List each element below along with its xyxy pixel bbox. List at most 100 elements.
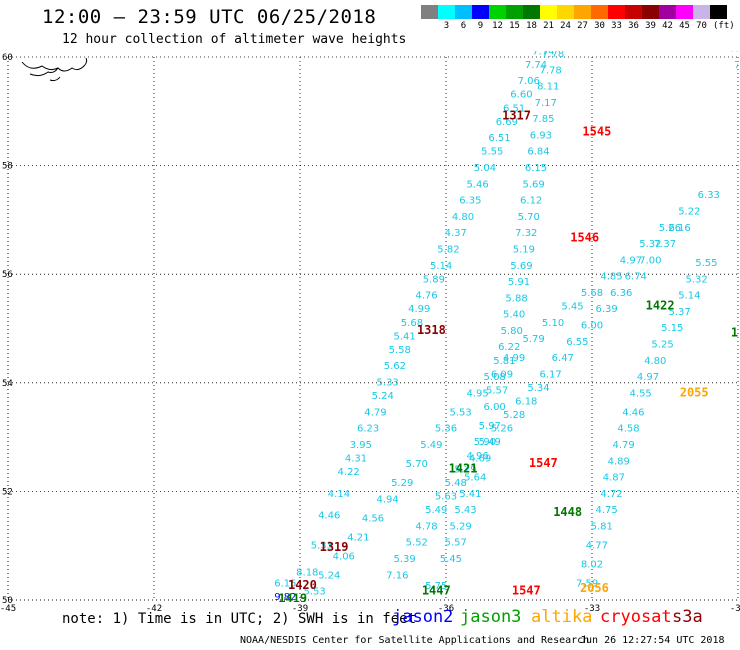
wave-height-label: 6.35 bbox=[459, 196, 481, 207]
color-swatch bbox=[608, 5, 625, 19]
lon-tick-label: -30 bbox=[730, 604, 740, 614]
wave-height-label: 5.15 bbox=[661, 323, 683, 334]
wave-height-label: 5.63 bbox=[435, 492, 457, 503]
wave-height-label: 5.32 bbox=[639, 239, 661, 250]
lon-tick-label: -42 bbox=[146, 604, 162, 614]
wave-height-label: 5.33 bbox=[311, 540, 333, 551]
wave-height-label: 5.24 bbox=[372, 391, 394, 402]
wave-height-label: 5.82 bbox=[437, 244, 459, 255]
wave-height-label: 4.31 bbox=[345, 454, 367, 465]
wave-height-label: 5.90 bbox=[474, 437, 496, 448]
wave-height-label: 7.16 bbox=[386, 570, 408, 581]
wave-height-label: 6.44 bbox=[715, 0, 737, 6]
wave-height-label: 4.58 bbox=[617, 424, 639, 435]
wave-height-label: 4.37 bbox=[445, 228, 467, 239]
color-swatch bbox=[472, 5, 489, 19]
wave-height-label: 8.11 bbox=[537, 82, 559, 93]
coastline bbox=[21, 57, 88, 82]
wave-height-label: 4.56 bbox=[362, 513, 384, 524]
wave-height-label: 8.18 bbox=[296, 568, 318, 579]
pass-time-label: 2055 bbox=[680, 385, 709, 399]
color-swatch-label: 6 bbox=[460, 21, 467, 31]
wave-height-label: 5.24 bbox=[318, 570, 340, 581]
wave-height-label: 8.87 bbox=[547, 16, 569, 27]
wave-height-label: 7.78 bbox=[542, 49, 564, 60]
wave-height-label: 4.14 bbox=[328, 489, 350, 500]
wave-height-label: 6.22 bbox=[498, 342, 520, 353]
wave-height-label: 5.41 bbox=[459, 489, 481, 500]
footer-timestamp: Jun 26 12:27:54 UTC 2018 bbox=[580, 635, 725, 646]
wave-height-label: 5.37 bbox=[668, 307, 690, 318]
wave-height-label: 5.14 bbox=[430, 261, 452, 272]
wave-height-label: 5.26 bbox=[491, 424, 513, 435]
wave-height-label: 6.17 bbox=[540, 369, 562, 380]
wave-height-label: 6.12 bbox=[520, 196, 542, 207]
wave-height-label: 6.60 bbox=[510, 90, 532, 101]
wave-height-label: 5.81 bbox=[493, 356, 515, 367]
color-swatch bbox=[659, 5, 676, 19]
color-swatch-label: 70 bbox=[696, 21, 707, 31]
color-swatch-label: 36 bbox=[628, 21, 639, 31]
wave-height-label: 5.49 bbox=[420, 440, 442, 451]
wave-height-label: 5.29 bbox=[449, 521, 471, 532]
wave-height-label: 4.96 bbox=[467, 451, 489, 462]
pass-time-label: 1546 bbox=[570, 231, 599, 245]
wave-height-label: 5.69 bbox=[522, 179, 544, 190]
wave-height-label: 6.93 bbox=[530, 130, 552, 141]
wave-height-label: 7.02 bbox=[734, 60, 740, 71]
wave-height-label: 8.74 bbox=[549, 0, 571, 11]
pass-time-label: 14-4 bbox=[731, 326, 740, 340]
wave-height-label: 4.79 bbox=[364, 407, 386, 418]
wave-height-label: 5.70 bbox=[406, 459, 428, 470]
wave-height-label: 5.57 bbox=[486, 386, 508, 397]
wave-height-label: 5.79 bbox=[522, 334, 544, 345]
wave-height-label: 4.75 bbox=[595, 505, 617, 516]
color-swatch-label: 3 bbox=[443, 21, 450, 31]
color-swatch bbox=[710, 5, 727, 19]
wave-height-label: 4.87 bbox=[603, 473, 625, 484]
pass-time-label: 1419 bbox=[278, 592, 307, 606]
color-scale-unit: (ft) bbox=[713, 21, 735, 31]
color-swatch bbox=[421, 5, 438, 19]
wave-height-label: 7.27 bbox=[540, 30, 562, 41]
wave-height-label: 5.25 bbox=[651, 340, 673, 351]
lat-tick-label: 56 bbox=[2, 270, 13, 280]
lat-tick-label: 50 bbox=[2, 596, 13, 606]
color-swatch bbox=[506, 5, 523, 19]
wave-height-label: 7.99 bbox=[554, 0, 576, 11]
wave-height-label: 6.23 bbox=[357, 424, 379, 435]
wave-height-label: 5.41 bbox=[394, 331, 416, 342]
wave-height-label: 5.29 bbox=[454, 464, 476, 475]
wave-height-label: 7.59 bbox=[576, 578, 598, 589]
wave-height-label: 4.46 bbox=[318, 511, 340, 522]
wave-height-label: 6.15 bbox=[724, 27, 740, 38]
wave-height-label: 7.37 bbox=[654, 239, 676, 250]
wave-height-label: 5.22 bbox=[678, 206, 700, 217]
wave-height-label: 6.15 bbox=[525, 163, 547, 174]
color-swatch-label: 18 bbox=[526, 21, 537, 31]
wave-height-label: 5.39 bbox=[394, 554, 416, 565]
pass-time-label: 1422 bbox=[646, 298, 675, 312]
wave-height-label: 5.14 bbox=[678, 291, 700, 302]
wave-height-label: 5.49 bbox=[425, 505, 447, 516]
wave-height-label: 5.69 bbox=[510, 261, 532, 272]
pass-time-label: 1547 bbox=[512, 584, 541, 598]
wave-height-label: 5.45 bbox=[561, 301, 583, 312]
wave-height-label: 6.55 bbox=[566, 337, 588, 348]
wave-height-label: 6.70 bbox=[720, 11, 740, 22]
wave-height-label: 6.51 bbox=[503, 103, 525, 114]
wave-height-label: 7.32 bbox=[515, 228, 537, 239]
wave-height-label: 5.43 bbox=[454, 505, 476, 516]
lat-tick-label: 60 bbox=[2, 53, 13, 63]
wave-height-label: 5.75 bbox=[425, 581, 447, 592]
wave-height-label: 6.51 bbox=[488, 133, 510, 144]
wave-height-label: 4.78 bbox=[415, 521, 437, 532]
color-swatch-label: 42 bbox=[662, 21, 673, 31]
wave-height-label: 4.06 bbox=[333, 551, 355, 562]
pass-time-label: 2056 bbox=[580, 581, 609, 595]
pass-time-label: 1545 bbox=[582, 125, 611, 139]
color-swatch bbox=[489, 5, 506, 19]
color-swatch-label: 9 bbox=[477, 21, 484, 31]
wave-height-label: 5.55 bbox=[695, 258, 717, 269]
wave-height-label: 7.78 bbox=[540, 65, 562, 76]
